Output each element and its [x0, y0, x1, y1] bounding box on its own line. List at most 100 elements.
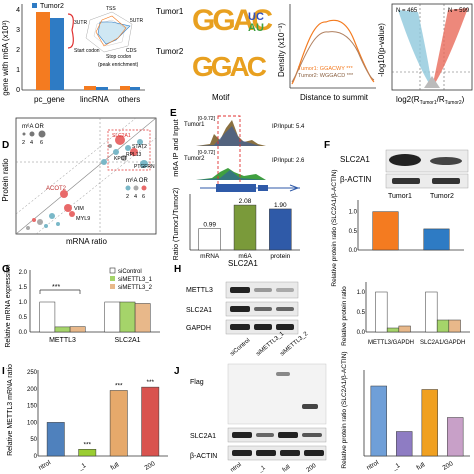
panel-g-legend: siControl siMETTL3_1 siMETTL3_2: [109, 267, 153, 291]
panel-d-label: KPCT: [114, 156, 127, 162]
bar: [448, 319, 461, 333]
panel-d-label: VIM: [74, 206, 84, 212]
radar-label: Stop codon: [106, 54, 132, 60]
bar-value-label: 1.90: [274, 202, 287, 209]
panel-b-logo-tail: AU: [248, 22, 264, 34]
blot-band: [230, 287, 250, 293]
panel-f-lane: Tumor1: [388, 193, 412, 200]
radar-label: TSS: [106, 6, 116, 12]
bar: [54, 326, 71, 333]
panel-a-category: pc_gene: [34, 95, 65, 104]
blot-band: [254, 288, 272, 292]
panel-g-significance: ***: [52, 284, 60, 291]
panel-a-legend-label: Tumor2: [40, 3, 64, 10]
blot-band: [254, 324, 272, 330]
panel-e-y-label: m6A IP and Input: [171, 118, 180, 176]
panel-d-label: MYL9: [76, 216, 90, 222]
bar: [78, 449, 97, 457]
panel-j-x: 200: [442, 460, 455, 472]
y-tick-label: 50: [30, 437, 37, 443]
panel-d-label: SLC2A1: [112, 133, 131, 139]
panel-a-bar: [120, 86, 130, 90]
panel-e-track-name: Tumor1: [184, 122, 205, 128]
panel-a-tick: 4: [16, 7, 20, 14]
panel-j-y-label: Relative protein ratio (SLC2A1/β-ACTIN): [341, 351, 348, 468]
blot-band: [276, 288, 294, 292]
y-tick-label: 0.5: [19, 315, 28, 321]
panel-d-x-label: mRNA ratio: [66, 237, 107, 246]
panel-i-x: 200: [144, 460, 157, 472]
panel-j-lane: ntrol: [230, 462, 243, 474]
significance-mark: ***: [146, 379, 154, 386]
bar: [46, 422, 65, 457]
panel-i: I Relative METTL3 mRNA ratio *** *** *** 0 5…: [2, 364, 168, 472]
panel-h-x: METTL3/GAPDH: [368, 340, 414, 346]
y-tick-label: 0.0: [357, 330, 366, 336]
svg-text:siMETTL3_2: siMETTL3_2: [118, 285, 153, 291]
blot-band: [304, 450, 324, 456]
panel-a-tick: 3: [16, 27, 20, 34]
bar: [370, 385, 387, 457]
panel-c-legend: Tumor1: GGACWY ***: [298, 66, 354, 72]
panel-e-track-range: [0-9.72]: [198, 150, 216, 156]
panel-letter: G: [2, 264, 10, 275]
significance-mark: ***: [115, 382, 123, 389]
panel-j-lane: full: [282, 464, 292, 473]
bar: [398, 325, 411, 333]
blot-band: [232, 432, 252, 438]
bar: [269, 208, 292, 251]
panel-a-category: lincRNA: [80, 95, 110, 104]
panel-g-chart: 0.0 0.5 1.0 1.5 2.0 METTL3 SLC2A1: [19, 270, 151, 344]
blot-band: [276, 372, 290, 376]
svg-text:siControl: siControl: [118, 269, 142, 275]
panel-b-row-label: Tumor2: [156, 47, 184, 56]
panel-j-band-label: Flag: [190, 379, 204, 386]
blot-band: [389, 154, 421, 166]
panel-d-color-legend: m⁶A OR 2 4 6: [125, 177, 148, 200]
panel-d-label: ACOT2: [46, 186, 67, 192]
panel-f-y-label: Relative protein ratio (SLC2A1/β-ACTIN): [331, 169, 338, 286]
bar: [69, 326, 86, 333]
panel-h-chart: 0.0 0.5 1.0: [357, 290, 461, 336]
bar: [119, 301, 136, 333]
blot-band: [256, 433, 274, 437]
panel-i-chart: *** *** *** 0 50 100 150 200 250: [27, 370, 160, 460]
panel-e-track-ratio: IP/Input: 2.6: [272, 158, 305, 164]
panel-a-tick: 0: [16, 87, 20, 94]
bar: [396, 431, 413, 457]
panel-b-row-label: Tumor1: [156, 7, 184, 16]
bar: [39, 301, 56, 333]
panel-a-bracket: [67, 13, 74, 49]
bar: [436, 319, 450, 333]
svg-text:siMETTL3_1: siMETTL3_1: [118, 277, 153, 283]
x-tick-label: protein: [270, 253, 290, 260]
blot-band: [280, 450, 300, 456]
y-tick-label: 100: [27, 420, 38, 426]
svg-text:2: 2: [22, 140, 25, 146]
y-tick-label: 1.5: [19, 285, 28, 291]
y-tick-label: 200: [27, 387, 38, 393]
bar: [375, 291, 388, 333]
panel-j: J Flag SLC2A1 β-ACTIN ntrol _1 full 200 …: [174, 351, 470, 474]
panel-i-y-label: Relative METTL3 mRNA ratio: [7, 364, 14, 456]
panel-e: E m6A IP and Input Tumor1 Tumor2 [0-9.72…: [170, 108, 305, 268]
panel-j-x: _1: [391, 462, 402, 472]
y-tick-label: 0.5: [349, 229, 358, 235]
blot-band: [254, 307, 272, 311]
radar-label: Start codon: [74, 48, 100, 54]
panel-e-chart-y-label: Ratio (Tumor1/Tumor2): [173, 188, 180, 261]
bar: [372, 211, 399, 251]
panel-i-x: ntrol: [38, 459, 53, 472]
bar: [109, 390, 128, 457]
panel-c: Density (x10⁻³) Tumor1: GGACWY *** Tumor…: [277, 4, 376, 102]
y-tick-label: 0.5: [357, 310, 366, 316]
volcano-n-left: N = 465: [396, 8, 418, 14]
y-tick-label: 150: [27, 404, 38, 410]
panel-b-caption: Motif: [212, 93, 230, 102]
panel-a-bar: [36, 12, 50, 90]
volcano-y-label: -log10(p-value): [377, 23, 386, 77]
panel-b-logo: GGAC: [192, 4, 272, 37]
panel-h-x: SLC2A1/GAPDH: [420, 340, 465, 346]
panel-letter: J: [174, 366, 180, 377]
